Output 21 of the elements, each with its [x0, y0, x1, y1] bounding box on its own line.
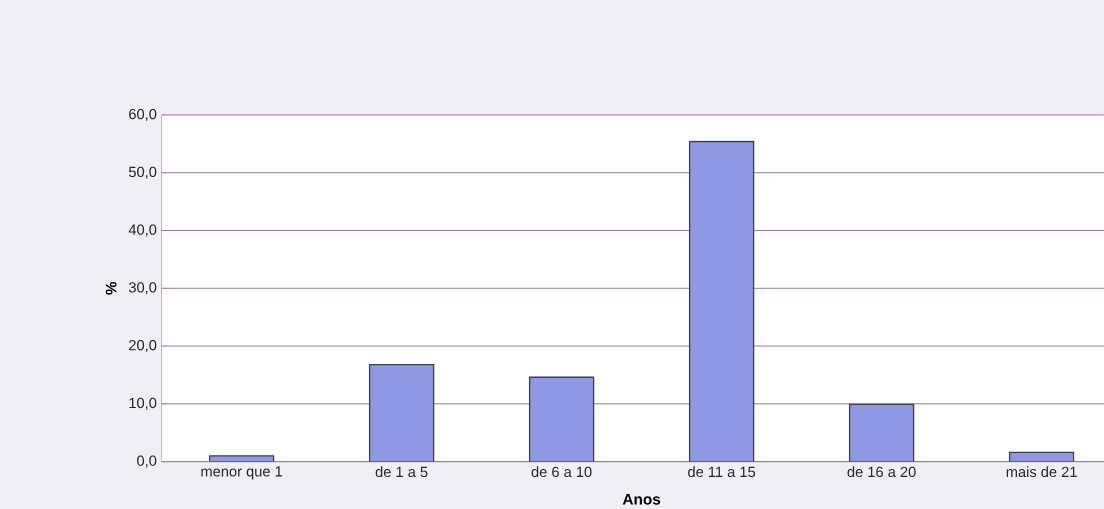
x-axis-title: Anos [622, 493, 661, 505]
x-tick-label: de 6 a 10 [531, 466, 592, 478]
y-tick-label: 30,0 [128, 282, 157, 295]
x-tick-label: de 16 a 20 [847, 466, 916, 478]
x-tick-label: menor que 1 [201, 466, 283, 480]
x-tick-label: de 11 a 15 [688, 466, 756, 478]
y-tick-label: 0,0 [137, 455, 157, 468]
bar [848, 403, 915, 462]
y-tick-label: 50,0 [128, 166, 157, 179]
y-tick-label: 40,0 [128, 224, 157, 237]
bar [688, 140, 755, 462]
y-tick-label: 60,0 [129, 108, 157, 122]
y-axis-title: % [105, 281, 117, 295]
y-tick-label: 20,0 [129, 340, 157, 353]
y-tick-label: 10,0 [129, 397, 157, 410]
bar [1008, 451, 1075, 462]
x-tick-label: de 1 a 5 [375, 466, 428, 478]
x-tick-label: mais de 21 [1006, 466, 1077, 478]
bar [208, 455, 275, 462]
bar [368, 363, 435, 462]
bar [528, 376, 595, 462]
